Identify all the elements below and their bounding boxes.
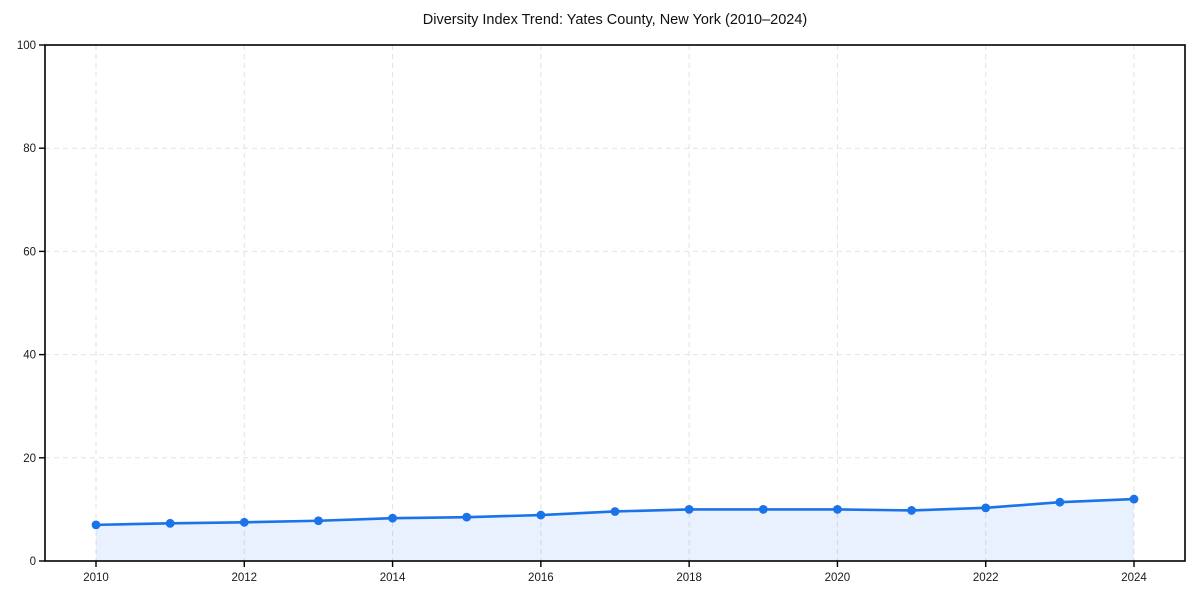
- y-axis-tick-label: 20: [23, 453, 36, 465]
- y-axis-tick-label: 60: [23, 246, 36, 258]
- plot-frame: [44, 44, 1186, 562]
- data-point-2017: [610, 507, 620, 516]
- x-axis-tick-label: 2020: [825, 572, 851, 584]
- data-point-2018: [684, 505, 694, 514]
- x-axis-tick-label: 2014: [380, 572, 406, 584]
- y-axis-tick-label: 0: [30, 556, 36, 568]
- x-axis-tick-label: 2012: [231, 572, 257, 584]
- y-axis-tick-label: 100: [17, 40, 36, 52]
- data-point-2014: [388, 513, 397, 523]
- x-axis-tick-label: 2024: [1121, 572, 1147, 584]
- area-fill: [96, 499, 1134, 561]
- data-point-2013: [314, 516, 323, 526]
- y-axis-tick-label: 40: [23, 350, 36, 362]
- data-point-2020: [833, 505, 842, 514]
- data-point-2019: [758, 505, 768, 514]
- y-axis-tick-label: 80: [23, 143, 36, 155]
- data-point-2022: [981, 503, 991, 513]
- data-point-2015: [462, 512, 472, 522]
- data-point-2016: [536, 510, 546, 520]
- data-point-2011: [165, 518, 175, 528]
- x-axis-tick-label: 2010: [83, 572, 109, 584]
- x-axis-tick-label: 2016: [528, 572, 554, 584]
- data-point-2024: [1129, 494, 1139, 504]
- data-point-2023: [1055, 497, 1065, 507]
- data-point-2010: [91, 520, 101, 530]
- plot-area: [45, 45, 1185, 561]
- chart-title: Diversity Index Trend: Yates County, New…: [422, 12, 808, 28]
- data-point-2012: [239, 517, 249, 527]
- data-point-2021: [907, 506, 916, 515]
- x-axis-tick-label: 2018: [676, 572, 702, 584]
- x-axis-tick-label: 2022: [973, 572, 999, 584]
